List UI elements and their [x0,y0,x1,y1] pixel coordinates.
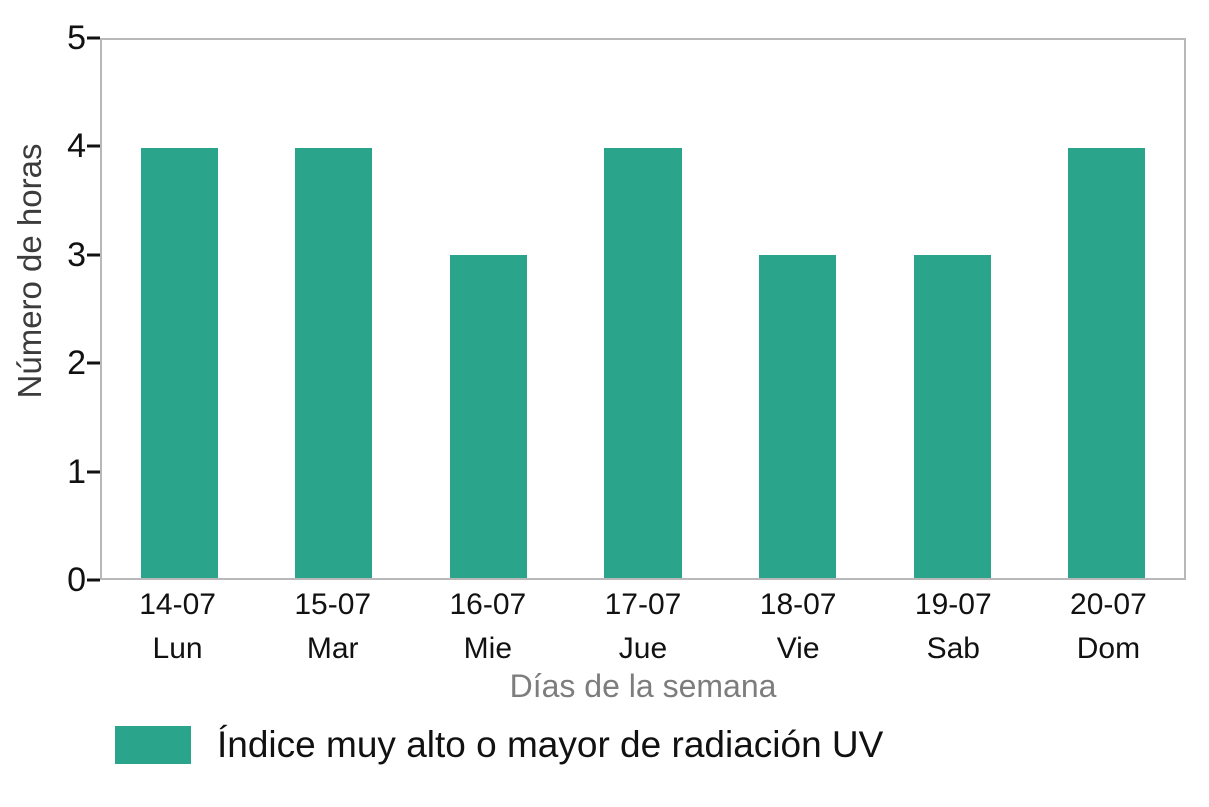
x-tick-day: Jue [618,631,668,665]
x-tick-date: 15-07 [294,588,372,621]
x-tick-date: 18-07 [759,588,837,621]
x-tick-label: 15-07 Mar [255,586,410,667]
legend-swatch [115,726,191,764]
y-tick-label: 1 [67,452,86,491]
bar-18-07 [758,255,837,578]
x-tick-label: 19-07 Sab [876,586,1031,667]
x-tick-day: Mie [463,631,513,665]
x-tick-label: 16-07 Mie [410,586,565,667]
legend: Índice muy alto o mayor de radiación UV [115,724,883,766]
x-tick-date: 17-07 [604,588,682,621]
bar-14-07 [140,147,218,578]
y-tick-mark [87,361,100,365]
plot-area [100,38,1186,580]
x-tick-date: 16-07 [449,588,527,621]
y-tick-label: 5 [67,19,86,57]
y-tick-mark [87,470,100,474]
x-axis-title: Días de la semana [509,668,777,704]
x-tick-day: Vie [776,631,820,665]
x-tick-label: 14-07 Lun [100,586,255,667]
y-tick-label: 3 [67,235,86,274]
x-tick-date: 20-07 [1070,588,1147,621]
x-tick-day: Dom [1076,631,1141,665]
bar-19-07 [913,255,991,578]
y-axis-title: Número de horas [11,143,48,399]
bar-17-07 [604,147,682,578]
x-tick-day: Sab [926,631,980,665]
bar-series [102,40,1184,578]
x-tick-day: Lun [152,631,203,665]
y-tick-mark [87,144,100,148]
bar-20-07 [1068,147,1146,578]
y-tick-label: 4 [67,127,86,166]
y-tick-label: 0 [67,561,86,599]
x-axis-tick-labels: 14-07 Lun 15-07 Mar 16-07 Mie 17-07 Jue 18-07 Vie… [100,586,1186,667]
y-tick-label: 2 [67,344,86,383]
y-tick-mark [87,578,100,582]
legend-label: Índice muy alto o mayor de radiación UV [217,724,884,765]
x-tick-date: 19-07 [914,588,992,621]
y-tick-mark [87,36,100,40]
x-tick-day: Mar [306,631,359,665]
x-tick-date: 14-07 [139,588,216,621]
x-tick-label: 20-07 Dom [1031,586,1186,667]
bar-15-07 [295,147,373,578]
x-tick-label: 17-07 Jue [565,586,720,667]
y-tick-mark [87,253,100,257]
bar-16-07 [449,255,528,578]
x-tick-label: 18-07 Vie [721,586,876,667]
